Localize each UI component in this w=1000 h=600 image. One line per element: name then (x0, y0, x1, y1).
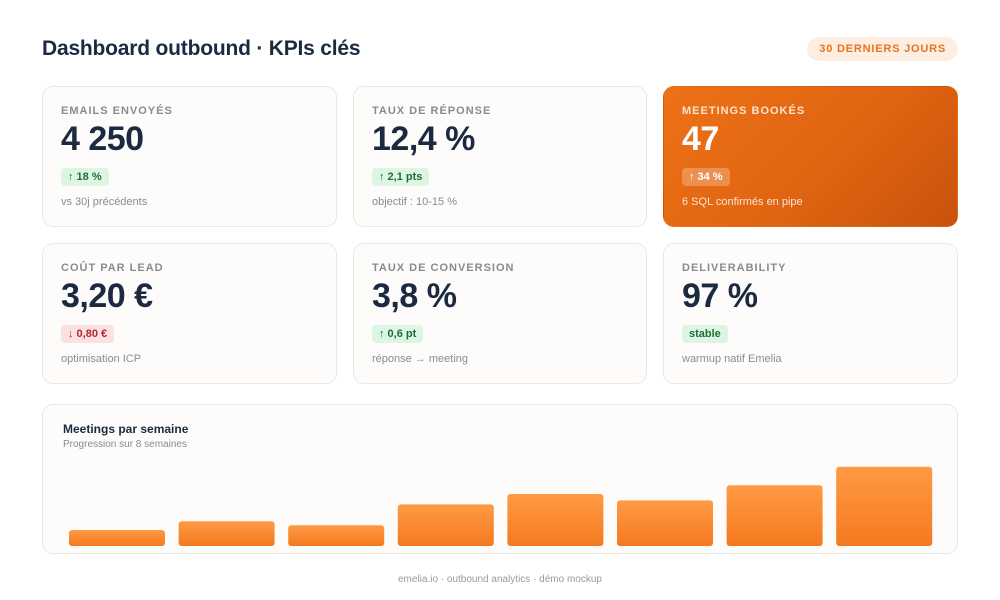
kpi-card-reply-rate: TAUX DE RÉPONSE 12,4 % ↑ 2,1 pts objecti… (353, 86, 647, 227)
dashboard-header: Dashboard outbound · KPIs clés 30 DERNIE… (42, 34, 958, 64)
kpi-value: 47 (682, 120, 719, 158)
kpi-label: MEETINGS BOOKÉS (682, 105, 806, 117)
kpi-card-cost-per-lead: COÛT PAR LEAD 3,20 € ↓ 0,80 € optimisati… (42, 243, 337, 384)
kpi-value: 97 % (682, 277, 758, 315)
kpi-card-emails: EMAILS ENVOYÉS 4 250 ↑ 18 % vs 30j précé… (42, 86, 337, 227)
bar-s6 (617, 500, 713, 546)
kpi-delta-badge: ↑ 18 % (61, 168, 109, 186)
kpi-note: objectif : 10-15 % (372, 196, 457, 208)
kpi-delta-badge: ↑ 34 % (682, 168, 730, 186)
kpi-note: optimisation ICP (61, 353, 142, 365)
kpi-delta-badge: ↑ 2,1 pts (372, 168, 430, 186)
kpi-delta-badge: stable (682, 325, 728, 343)
kpi-label: TAUX DE CONVERSION (372, 262, 515, 274)
kpi-label: COÛT PAR LEAD (61, 262, 164, 274)
kpi-value: 12,4 % (372, 120, 475, 158)
kpi-card-meetings: MEETINGS BOOKÉS 47 ↑ 34 % 6 SQL confirmé… (663, 86, 958, 227)
bar-s5 (507, 494, 604, 546)
kpi-label: TAUX DE RÉPONSE (372, 105, 492, 117)
footer-text: emelia.io · outbound analytics · démo mo… (398, 574, 602, 585)
chart-title: Meetings par semaine (63, 422, 189, 436)
chart-subtitle: Progression sur 8 semaines (63, 439, 187, 450)
kpi-note: warmup natif Emelia (682, 353, 782, 365)
period-badge[interactable]: 30 DERNIERS JOURS (807, 37, 958, 61)
kpi-note: 6 SQL confirmés en pipe (682, 196, 803, 208)
bar-s7 (726, 485, 823, 546)
kpi-delta-badge: ↓ 0,80 € (61, 325, 115, 343)
kpi-note: vs 30j précédents (61, 196, 148, 208)
kpi-value: 4 250 (61, 120, 144, 158)
kpi-card-conversion: TAUX DE CONVERSION 3,8 % ↑ 0,6 pt répons… (353, 243, 647, 384)
bar-s8 (836, 466, 933, 546)
kpi-value: 3,8 % (372, 277, 457, 315)
kpi-note: réponse → meeting (372, 353, 468, 365)
kpi-delta-badge: ↑ 0,6 pt (372, 325, 424, 343)
kpi-card-deliverability: DELIVERABILITY 97 % stable warmup natif … (663, 243, 958, 384)
bar-s1 (69, 530, 165, 546)
meetings-chart-card: Meetings par semaine Progression sur 8 s… (42, 404, 958, 554)
kpi-label: EMAILS ENVOYÉS (61, 105, 173, 117)
bar-s3 (288, 525, 385, 546)
kpi-value: 3,20 € (61, 277, 153, 315)
page-title: Dashboard outbound · KPIs clés (42, 37, 361, 60)
kpi-label: DELIVERABILITY (682, 262, 787, 274)
bar-s4 (397, 504, 494, 546)
bar-s2 (178, 521, 275, 546)
meetings-bar-chart: S1S2S3S4S5S6S7S8 (69, 466, 933, 546)
kpi-grid: EMAILS ENVOYÉS 4 250 ↑ 18 % vs 30j précé… (42, 86, 958, 384)
